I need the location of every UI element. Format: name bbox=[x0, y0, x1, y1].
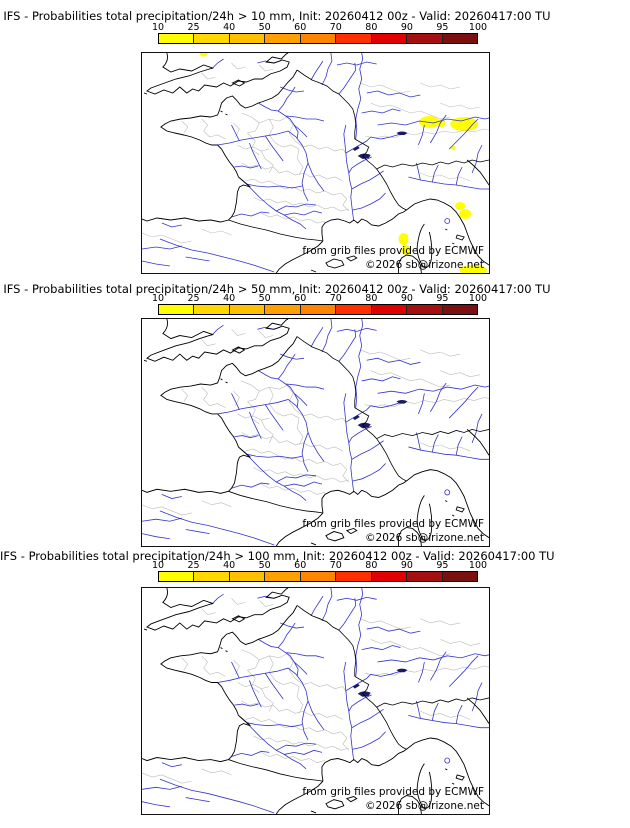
colorbar-tick-label: 60 bbox=[294, 560, 307, 571]
colorbar-tick-label: 100 bbox=[468, 560, 488, 571]
colorbar-segment bbox=[193, 34, 229, 43]
colorbar-tick-label: 60 bbox=[294, 293, 307, 304]
colorbar-tick-label: 80 bbox=[365, 293, 378, 304]
colorbar-segment bbox=[299, 305, 336, 314]
colorbar-segment bbox=[228, 34, 265, 43]
probability-colorbar bbox=[158, 571, 478, 582]
panel-title: IFS - Probabilities total precipitation/… bbox=[0, 549, 555, 563]
copyright-credit: ©2026 sb@irizone.net bbox=[365, 259, 484, 271]
colorbar-segment bbox=[335, 305, 371, 314]
colorbar-tick-label: 40 bbox=[223, 22, 236, 33]
colorbar-tick-row: 10 25 40 50 60 70 80 90 95 100 bbox=[152, 560, 487, 571]
colorbar-tick-label: 95 bbox=[436, 560, 449, 571]
colorbar-tick-label: 40 bbox=[223, 560, 236, 571]
colorbar-segment bbox=[406, 305, 442, 314]
colorbar-tick-label: 95 bbox=[436, 293, 449, 304]
colorbar-tick-label: 25 bbox=[187, 22, 200, 33]
colorbar-tick-label: 40 bbox=[223, 293, 236, 304]
panel-title: IFS - Probabilities total precipitation/… bbox=[3, 9, 551, 23]
colorbar-segment bbox=[264, 34, 300, 43]
colorbar-tick-label: 95 bbox=[436, 22, 449, 33]
colorbar-tick-label: 10 bbox=[151, 560, 165, 571]
colorbar-segment bbox=[370, 305, 407, 314]
colorbar-tick-label: 80 bbox=[365, 560, 378, 571]
colorbar-tick-label: 90 bbox=[400, 560, 413, 571]
colorbar-segment bbox=[193, 572, 229, 581]
colorbar-tick-label: 70 bbox=[329, 560, 342, 571]
colorbar-tick-label: 70 bbox=[329, 293, 342, 304]
colorbar-segment bbox=[299, 34, 336, 43]
colorbar-segment bbox=[406, 572, 442, 581]
colorbar-tick-label: 100 bbox=[468, 293, 488, 304]
copyright-credit: ©2026 sb@irizone.net bbox=[365, 532, 484, 544]
colorbar-tick-row: 10 25 40 50 60 70 80 90 95 100 bbox=[152, 22, 487, 33]
colorbar-segment bbox=[228, 572, 265, 581]
colorbar-segment bbox=[299, 572, 336, 581]
colorbar-tick-row: 10 25 40 50 60 70 80 90 95 100 bbox=[152, 293, 487, 304]
ecmwf-credit: from grib files provided by ECMWF bbox=[302, 518, 484, 530]
colorbar-tick-label: 50 bbox=[258, 560, 271, 571]
colorbar-tick-label: 50 bbox=[258, 293, 271, 304]
colorbar-tick-label: 60 bbox=[294, 22, 307, 33]
precip-probability-patch bbox=[459, 209, 472, 219]
precip-probability-patch bbox=[450, 117, 479, 131]
colorbar-segment bbox=[406, 34, 442, 43]
colorbar-segment bbox=[159, 305, 194, 314]
panel-title: IFS - Probabilities total precipitation/… bbox=[3, 282, 551, 296]
colorbar-segment bbox=[264, 572, 300, 581]
colorbar-tick-label: 10 bbox=[151, 22, 165, 33]
ecmwf-credit: from grib files provided by ECMWF bbox=[302, 786, 484, 798]
colorbar-segment bbox=[159, 34, 194, 43]
colorbar-segment bbox=[370, 572, 407, 581]
colorbar-tick-label: 25 bbox=[187, 560, 200, 571]
precip-probability-patch bbox=[450, 146, 456, 150]
colorbar-tick-label: 90 bbox=[400, 22, 413, 33]
colorbar-tick-label: 70 bbox=[329, 22, 342, 33]
colorbar-segment bbox=[370, 34, 407, 43]
colorbar-segment bbox=[193, 305, 229, 314]
colorbar-segment bbox=[335, 34, 371, 43]
colorbar-tick-label: 90 bbox=[400, 293, 413, 304]
ecmwf-credit: from grib files provided by ECMWF bbox=[302, 245, 484, 257]
precip-probability-patch bbox=[459, 265, 488, 273]
colorbar-segment bbox=[335, 572, 371, 581]
colorbar-tick-label: 100 bbox=[468, 22, 488, 33]
probability-colorbar bbox=[158, 304, 478, 315]
colorbar-tick-label: 10 bbox=[151, 293, 165, 304]
precip-probability-patch bbox=[199, 53, 208, 57]
precip-probability-patch bbox=[398, 233, 409, 245]
colorbar-tick-label: 50 bbox=[258, 22, 271, 33]
colorbar-segment bbox=[441, 34, 477, 43]
colorbar-tick-label: 80 bbox=[365, 22, 378, 33]
colorbar-segment bbox=[264, 305, 300, 314]
precip-probability-patch bbox=[455, 202, 466, 210]
colorbar-segment bbox=[441, 305, 477, 314]
map-france-10mm: from grib files provided by ECMWF ©2026 … bbox=[141, 52, 490, 274]
colorbar-segment bbox=[441, 572, 477, 581]
map-france-50mm: from grib files provided by ECMWF ©2026 … bbox=[141, 318, 490, 547]
colorbar-segment bbox=[159, 572, 194, 581]
copyright-credit: ©2026 sb@irizone.net bbox=[365, 800, 484, 812]
colorbar-tick-label: 25 bbox=[187, 293, 200, 304]
colorbar-segment bbox=[228, 305, 265, 314]
precip-probability-patch bbox=[401, 245, 412, 255]
probability-colorbar bbox=[158, 33, 478, 44]
map-france-100mm: from grib files provided by ECMWF ©2026 … bbox=[141, 587, 490, 815]
